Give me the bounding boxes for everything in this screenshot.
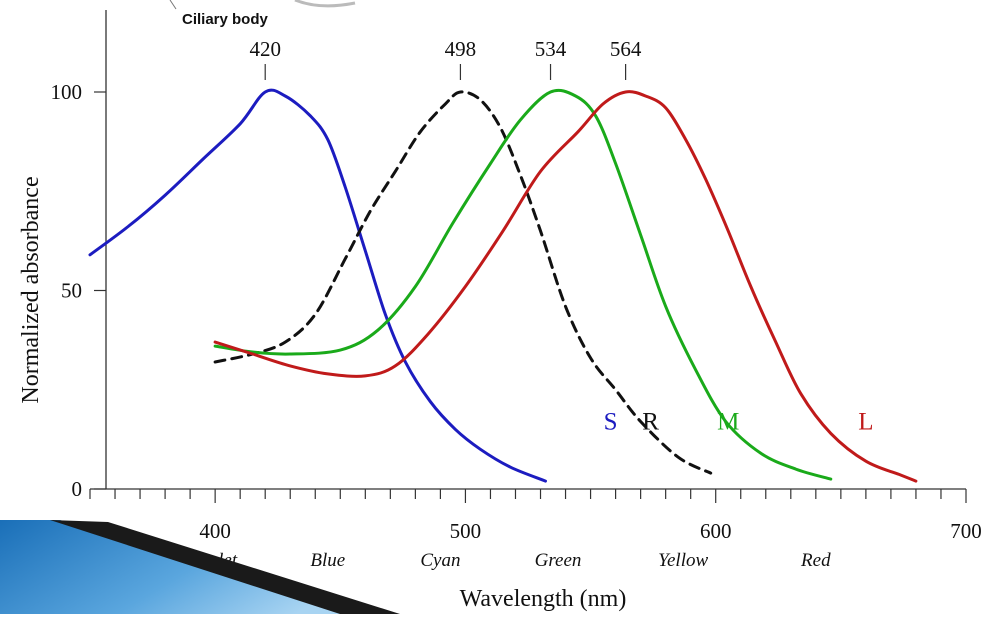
fragment-label: Ciliary body	[182, 11, 269, 28]
peak-label: 498	[445, 37, 477, 61]
labels-layer: Wavelength (nm) Normalized absorbance 40…	[18, 37, 982, 612]
color-band-label: Red	[800, 550, 831, 571]
axes	[89, 10, 967, 503]
series-label-s: S	[604, 409, 618, 436]
series-label-m: M	[717, 409, 739, 436]
peak-label: 564	[610, 37, 642, 61]
color-band-label: Green	[535, 550, 582, 571]
series-line-s	[88, 88, 547, 483]
eye-diagram-fragment: Ciliary body	[169, 0, 356, 28]
peak-label: 420	[249, 37, 281, 61]
x-tick-label: 600	[700, 519, 732, 543]
peak-label: 534	[535, 37, 567, 61]
y-tick-label: 50	[61, 279, 82, 303]
series-label-l: L	[858, 409, 873, 436]
x-tick-label: 400	[199, 519, 231, 543]
color-band-label: Yellow	[658, 550, 708, 571]
slide-corner-arrow	[0, 520, 400, 614]
series-line-r	[213, 90, 713, 475]
eye-diagram-arc	[294, 0, 356, 8]
eye-diagram-pointer	[169, 0, 177, 10]
y-axis-title: Normalized absorbance	[18, 176, 44, 403]
x-tick-label: 500	[450, 519, 482, 543]
x-tick-label: 700	[950, 519, 982, 543]
series-line-l	[213, 90, 918, 483]
series-line-m	[213, 88, 833, 481]
y-tick-label: 100	[51, 80, 83, 104]
x-axis-title: Wavelength (nm)	[460, 586, 627, 612]
color-band-label: Blue	[310, 550, 345, 571]
arrow-dark-band	[50, 520, 400, 614]
series-layer	[88, 88, 918, 483]
y-tick-label: 0	[72, 477, 83, 501]
series-label-r: R	[642, 409, 659, 436]
color-band-label: Cyan	[420, 550, 460, 571]
